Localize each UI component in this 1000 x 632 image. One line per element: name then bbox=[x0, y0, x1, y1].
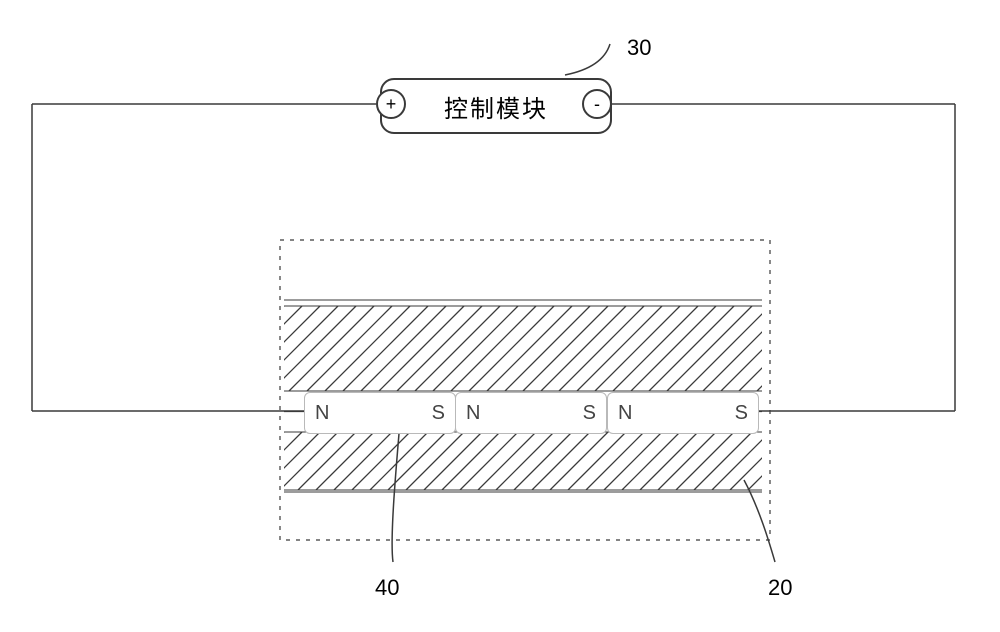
control-module: 控制模块 bbox=[380, 78, 612, 134]
magnet-pole-n: N bbox=[466, 402, 480, 425]
callout-20: 20 bbox=[768, 575, 792, 601]
terminal-plus-icon: + bbox=[376, 89, 406, 119]
callout-30: 30 bbox=[627, 35, 651, 61]
terminal-minus-icon: - bbox=[582, 89, 612, 119]
magnet-pole-n: N bbox=[618, 402, 632, 425]
magnet-pole-n: N bbox=[315, 402, 329, 425]
control-module-label: 控制模块 bbox=[444, 89, 548, 124]
magnet-2: NS bbox=[455, 392, 607, 434]
terminal-minus-label: - bbox=[594, 94, 600, 115]
terminal-plus-label: + bbox=[386, 94, 397, 115]
magnet-pole-s: S bbox=[583, 402, 596, 425]
magnet-3: NS bbox=[607, 392, 759, 434]
magnet-pole-s: S bbox=[432, 402, 445, 425]
magnet-pole-s: S bbox=[735, 402, 748, 425]
callout-40: 40 bbox=[375, 575, 399, 601]
magnet-1: NS bbox=[304, 392, 456, 434]
